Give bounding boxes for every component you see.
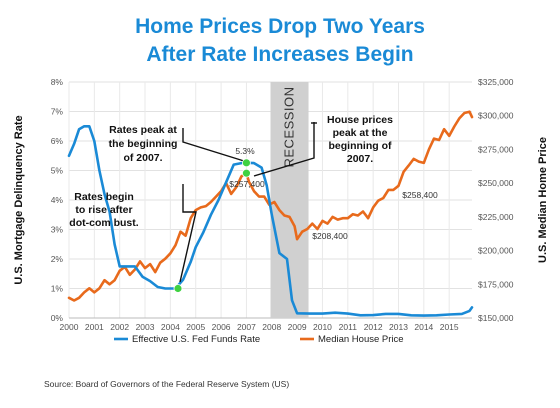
x-tick-label: 2005	[186, 322, 205, 332]
y-left-tick-label: 8%	[51, 77, 64, 87]
annotation-line: of 2007.	[123, 152, 162, 164]
annotation-line: beginning of	[329, 140, 392, 152]
annotation-line: peak at the	[333, 127, 388, 139]
highlight-marker-2	[242, 168, 251, 178]
y-right-tick-label: $150,000	[478, 313, 514, 323]
y-left-tick-label: 5%	[51, 166, 64, 176]
annotation-line: dot-com bust.	[69, 217, 138, 229]
y-left-tick-label: 4%	[51, 195, 64, 205]
annotation-1: Rates begin to rise after dot-com bust.	[69, 191, 138, 229]
x-tick-label: 2004	[161, 322, 180, 332]
y-left-tick-label: 1%	[51, 284, 64, 294]
x-tick-label: 2007	[237, 322, 256, 332]
y-axis-right-title: U.S. Median Home Price	[537, 137, 549, 263]
y-right-tick-label: $250,000	[478, 178, 514, 188]
x-tick-label: 2014	[414, 322, 433, 332]
legend: Effective U.S. Fed Funds Rate Median Hous…	[114, 334, 404, 345]
annotations: Rates peak at the beginning of 2007.Rates …	[69, 114, 393, 229]
y-right-tick-label: $275,000	[478, 144, 514, 154]
tick-labels: 0% 1% 2% 3% 4% 5% 6% 7% 8% $150,000 $175,000 $200,0…	[51, 77, 514, 332]
source-note: Source: Board of Governors of the Federa…	[44, 379, 289, 389]
annotation-line: Rates peak at	[109, 124, 177, 136]
annotation-line: to rise after	[75, 204, 132, 216]
callout-prices-peak	[253, 122, 315, 177]
x-tick-label: 2011	[339, 322, 358, 332]
annotation-line: the beginning	[109, 138, 178, 150]
chart-title-line-2: After Rate Increases Begin	[146, 43, 413, 66]
data-label: $257,400	[229, 179, 265, 189]
y-right-tick-label: $300,000	[478, 111, 514, 121]
chart-title: Home Prices Drop Two Years After Rate In…	[135, 15, 425, 66]
data-label: $258,400	[402, 190, 438, 200]
annotation-line: 2007.	[347, 153, 373, 165]
y-right-tick-label: $200,000	[478, 246, 514, 256]
y-left-tick-label: 0%	[51, 313, 64, 323]
y-left-tick-label: 6%	[51, 136, 64, 146]
recession-label: RECESSION	[282, 86, 297, 167]
x-tick-label: 2015	[440, 322, 459, 332]
x-tick-label: 2000	[60, 322, 79, 332]
annotation-line: House prices	[327, 114, 393, 126]
data-label: 5.3%	[235, 146, 255, 156]
recession-band: RECESSION	[270, 82, 309, 318]
x-tick-label: 2013	[389, 322, 408, 332]
y-right-tick-label: $175,000	[478, 279, 514, 289]
y-right-tick-label: $325,000	[478, 77, 514, 87]
x-tick-label: 2009	[288, 322, 307, 332]
series-group	[67, 110, 474, 317]
annotation-0: Rates peak at the beginning of 2007.	[109, 124, 178, 164]
series-line-fed-funds-rate	[67, 125, 474, 317]
data-labels: 5.3% $257,400 $208,400 $258,400	[229, 146, 438, 241]
y-left-tick-label: 3%	[51, 225, 64, 235]
highlight-marker-0	[173, 284, 183, 293]
x-tick-label: 2003	[136, 322, 155, 332]
annotation-2: House prices peak at the beginning of 2007.	[327, 114, 393, 165]
y-left-tick-label: 2%	[51, 254, 64, 264]
x-tick-label: 2010	[313, 322, 332, 332]
series-line-median-house-price	[67, 110, 474, 302]
legend-label-0: Effective U.S. Fed Funds Rate	[132, 334, 260, 345]
marker-group	[173, 158, 251, 293]
x-tick-label: 2008	[262, 322, 281, 332]
chart-title-line-1: Home Prices Drop Two Years	[135, 15, 425, 38]
x-tick-label: 2006	[212, 322, 231, 332]
annotation-line: Rates begin	[74, 191, 134, 203]
x-tick-label: 2002	[110, 322, 129, 332]
y-left-tick-label: 7%	[51, 107, 64, 117]
highlight-marker-1	[242, 158, 251, 168]
y-axis-left-title: U.S. Mortgage Delinquency Rate	[13, 115, 25, 284]
x-tick-label: 2012	[364, 322, 383, 332]
data-label: $208,400	[312, 231, 348, 241]
callout-rates-peak	[182, 128, 245, 162]
legend-label-1: Median House Price	[318, 334, 404, 345]
callout-lines	[179, 122, 317, 283]
y-right-tick-label: $225,000	[478, 212, 514, 222]
x-tick-label: 2001	[85, 322, 104, 332]
callout-rates-rise	[179, 184, 197, 283]
